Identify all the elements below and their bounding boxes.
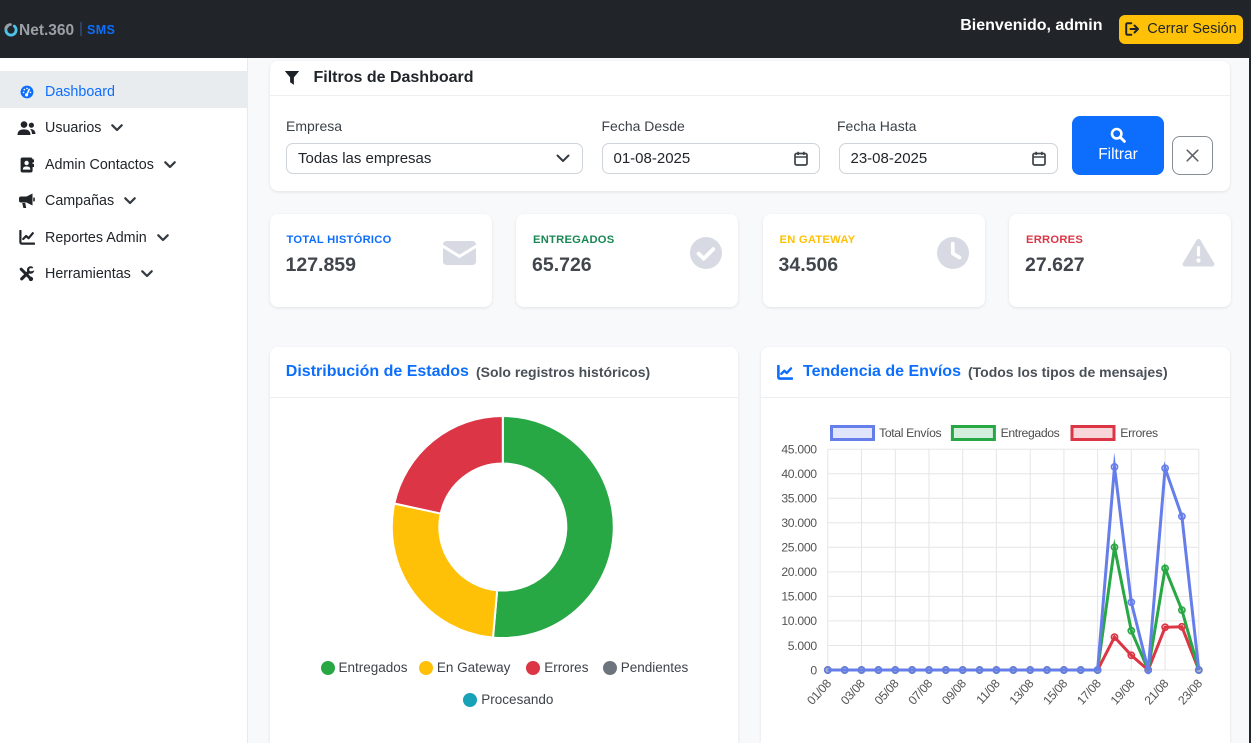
svg-text:17/08: 17/08 — [1074, 676, 1104, 707]
svg-text:03/08: 03/08 — [838, 676, 868, 707]
svg-text:21/08: 21/08 — [1142, 676, 1172, 707]
svg-text:07/08: 07/08 — [905, 676, 935, 707]
svg-text:35.000: 35.000 — [781, 492, 817, 506]
svg-text:40.000: 40.000 — [781, 467, 817, 481]
svg-text:Errores: Errores — [1120, 426, 1158, 440]
svg-text:23/08: 23/08 — [1175, 676, 1205, 707]
svg-text:20.000: 20.000 — [781, 565, 817, 579]
svg-text:15/08: 15/08 — [1040, 676, 1070, 707]
svg-text:15.000: 15.000 — [781, 590, 817, 604]
svg-text:11/08: 11/08 — [973, 676, 1003, 707]
svg-text:10.000: 10.000 — [781, 614, 817, 628]
svg-text:30.000: 30.000 — [781, 516, 817, 530]
svg-text:13/08: 13/08 — [1007, 676, 1037, 707]
svg-text:5.000: 5.000 — [788, 639, 818, 653]
svg-text:25.000: 25.000 — [781, 541, 817, 555]
svg-text:19/08: 19/08 — [1108, 676, 1138, 707]
svg-text:Entregados: Entregados — [1001, 426, 1060, 440]
svg-text:0: 0 — [810, 663, 817, 677]
svg-text:09/08: 09/08 — [939, 676, 969, 707]
svg-text:Total Envíos: Total Envíos — [879, 426, 941, 440]
svg-text:01/08: 01/08 — [804, 676, 834, 707]
svg-text:05/08: 05/08 — [872, 676, 902, 707]
svg-text:45.000: 45.000 — [781, 443, 817, 457]
